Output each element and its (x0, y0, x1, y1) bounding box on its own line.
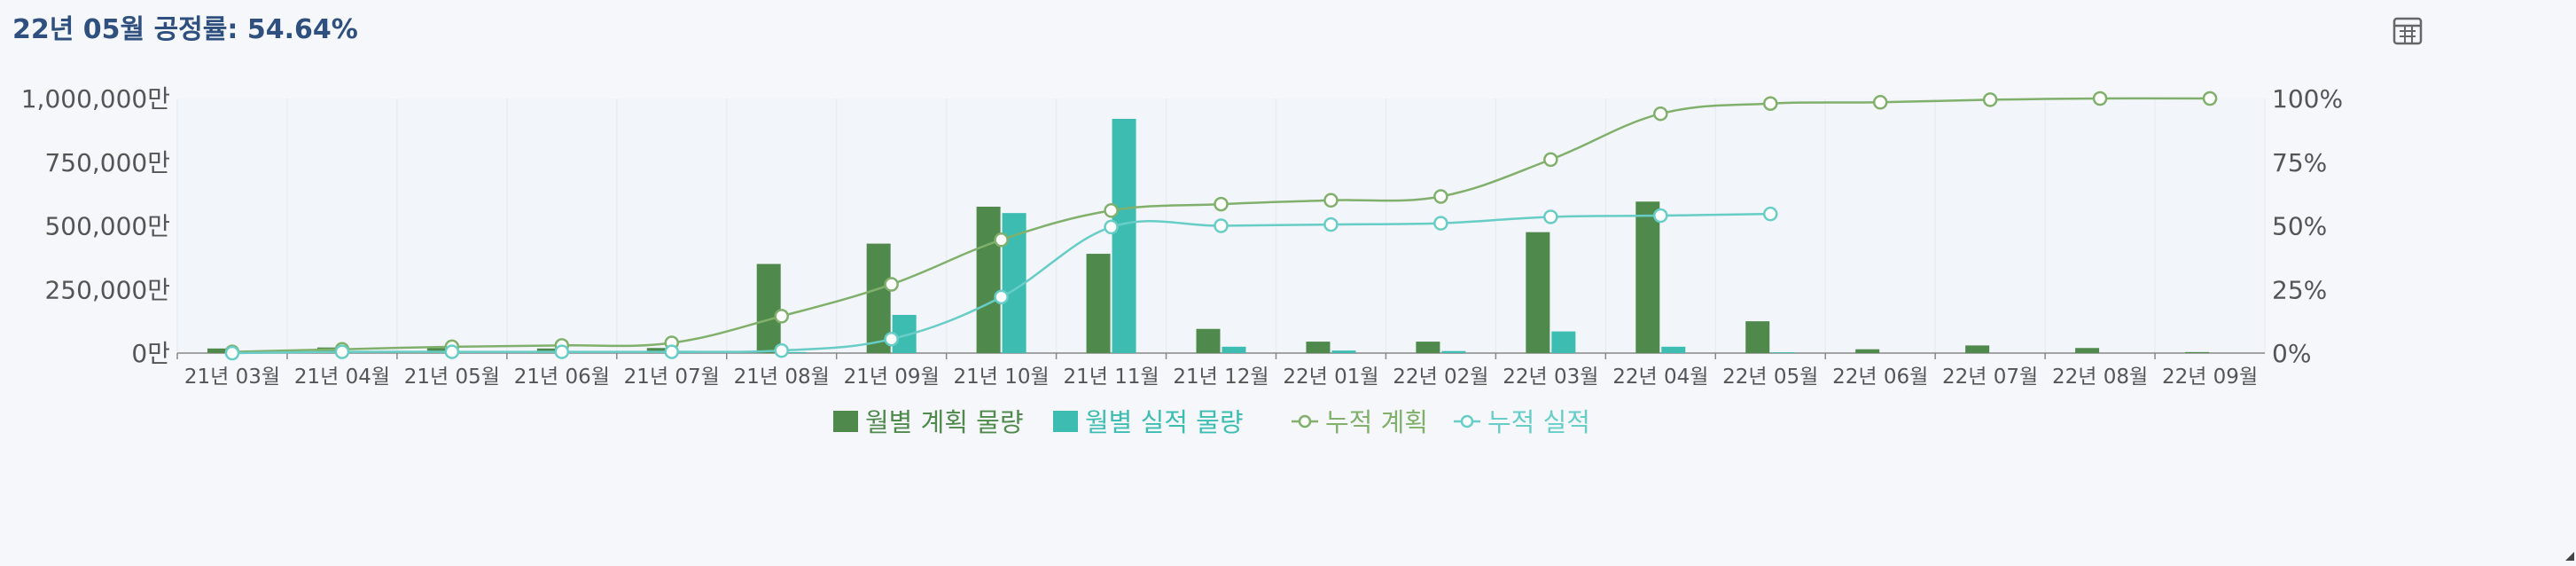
cumulative-actual-point[interactable] (1762, 206, 1778, 222)
x-axis-label: 21년 09월 (844, 366, 940, 389)
cumulative-actual-point[interactable] (994, 289, 1009, 305)
bar-monthly-plan[interactable] (1745, 321, 1770, 353)
x-axis-label: 21년 11월 (1063, 366, 1159, 389)
cumulative-plan-point[interactable] (884, 277, 899, 292)
y-left-tick-label: 0만 (131, 339, 170, 368)
x-axis-label: 22년 03월 (1503, 366, 1598, 389)
cumulative-plan-point[interactable] (2202, 90, 2218, 106)
cumulative-actual-point[interactable] (884, 331, 899, 347)
cumulative-plan-point[interactable] (1762, 96, 1778, 111)
cumulative-actual-point[interactable] (1323, 216, 1339, 232)
x-axis-label: 22년 02월 (1393, 366, 1488, 389)
cumulative-actual-point[interactable] (334, 344, 350, 359)
cumulative-actual-point[interactable] (1653, 208, 1668, 224)
bar-monthly-actual[interactable] (1441, 350, 1466, 353)
x-axis-label: 21년 10월 (954, 366, 1050, 389)
bar-monthly-plan[interactable] (756, 263, 781, 353)
resize-grip-icon[interactable] (2564, 549, 2576, 562)
cumulative-actual-point[interactable] (1543, 209, 1558, 224)
cumulative-plan-point[interactable] (1214, 196, 1229, 212)
cumulative-actual-point[interactable] (224, 345, 240, 361)
bar-monthly-plan[interactable] (1196, 328, 1221, 353)
bar-monthly-plan[interactable] (1306, 342, 1331, 353)
x-axis-label: 22년 09월 (2162, 366, 2258, 389)
bar-monthly-plan[interactable] (1635, 201, 1660, 353)
cumulative-actual-point[interactable] (1214, 218, 1229, 233)
cumulative-plan-point[interactable] (1433, 189, 1448, 204)
bar-monthly-plan[interactable] (1086, 254, 1111, 353)
legend-swatch-bar[interactable] (833, 411, 858, 432)
y-right-tick-label: 100% (2272, 84, 2343, 114)
cumulative-plan-point[interactable] (1543, 152, 1558, 168)
cumulative-actual-point[interactable] (1104, 219, 1119, 235)
bar-monthly-plan[interactable] (2075, 348, 2100, 353)
bar-monthly-plan[interactable] (426, 348, 451, 353)
bar-monthly-plan[interactable] (1855, 349, 1880, 353)
data-view-icon[interactable] (2389, 12, 2428, 51)
x-axis-label: 21년 05월 (404, 366, 500, 389)
bar-monthly-actual[interactable] (1331, 350, 1356, 353)
cumulative-actual-point[interactable] (554, 344, 570, 359)
bar-monthly-actual[interactable] (1551, 331, 1576, 353)
x-axis-label: 21년 04월 (294, 366, 390, 389)
y-left-tick-label: 1,000,000만 (21, 84, 170, 114)
x-axis-label: 21년 08월 (734, 366, 830, 389)
x-axis-label: 21년 06월 (514, 366, 610, 389)
bar-monthly-plan[interactable] (1965, 345, 1990, 353)
bar-monthly-actual[interactable] (1222, 346, 1246, 353)
legend-swatch-point[interactable] (1460, 414, 1474, 428)
x-axis-label: 22년 06월 (1832, 366, 1928, 389)
legend-label: 월별 계획 물량 (865, 407, 1024, 437)
cumulative-actual-point[interactable] (1433, 216, 1448, 231)
cumulative-actual-point[interactable] (774, 342, 789, 358)
bar-monthly-actual[interactable] (1661, 346, 1686, 353)
x-axis-label: 22년 05월 (1722, 366, 1818, 389)
y-right-tick-label: 75% (2272, 148, 2327, 177)
bar-monthly-plan[interactable] (1416, 342, 1440, 353)
bar-monthly-plan[interactable] (2185, 351, 2210, 353)
y-left-tick-label: 750,000만 (44, 148, 170, 177)
cumulative-plan-point[interactable] (1982, 92, 1998, 107)
bar-monthly-plan[interactable] (1526, 232, 1550, 353)
bar-monthly-actual[interactable] (1112, 118, 1136, 353)
chart-title: 22년 05월 공정률: 54.64% (12, 14, 358, 45)
bar-monthly-plan[interactable] (646, 348, 671, 353)
cumulative-actual-point[interactable] (444, 344, 460, 359)
x-axis-label: 22년 01월 (1283, 366, 1378, 389)
bar-monthly-plan[interactable] (207, 348, 231, 353)
legend-label: 누적 계획 (1325, 407, 1428, 437)
y-right-tick-label: 25% (2272, 275, 2327, 304)
legend-label: 누적 실적 (1487, 407, 1590, 437)
x-axis-label: 22년 04월 (1612, 366, 1708, 389)
cumulative-plan-point[interactable] (1104, 203, 1119, 218)
bar-monthly-actual[interactable] (1771, 352, 1796, 353)
cumulative-plan-point[interactable] (2092, 90, 2108, 106)
cumulative-actual-point[interactable] (664, 344, 680, 359)
legend-swatch-point[interactable] (1298, 414, 1312, 428)
y-left-tick-label: 250,000만 (44, 275, 170, 304)
cumulative-plan-point[interactable] (1653, 106, 1668, 122)
y-left-tick-label: 500,000만 (44, 212, 170, 241)
y-right-tick-label: 0% (2272, 339, 2311, 368)
cumulative-plan-point[interactable] (1872, 95, 1888, 110)
x-axis-label: 21년 07월 (624, 366, 720, 389)
x-axis-label: 22년 08월 (2052, 366, 2148, 389)
y-right-tick-label: 50% (2272, 212, 2327, 241)
cumulative-plan-point[interactable] (994, 232, 1009, 248)
cumulative-plan-point[interactable] (774, 309, 789, 324)
x-axis-label: 21년 03월 (184, 366, 280, 389)
legend-label: 월별 실적 물량 (1085, 407, 1244, 437)
x-axis-label: 21년 12월 (1173, 366, 1268, 389)
x-axis-label: 22년 07월 (1942, 366, 2038, 389)
bar-monthly-plan[interactable] (976, 206, 1001, 353)
cumulative-plan-point[interactable] (1323, 193, 1339, 208)
bar-monthly-actual[interactable] (782, 351, 807, 353)
legend-swatch-bar[interactable] (1053, 411, 1078, 432)
